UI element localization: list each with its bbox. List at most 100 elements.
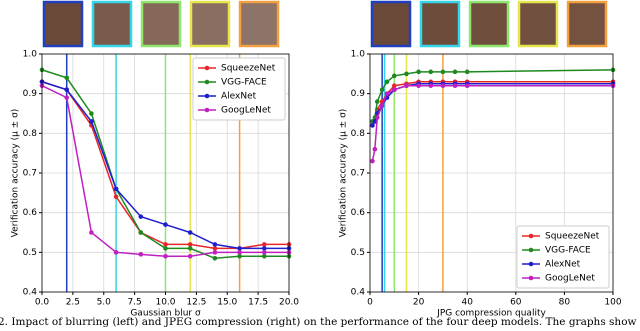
y-tick-label: 1.0 xyxy=(23,50,38,60)
data-point xyxy=(428,83,434,89)
data-point xyxy=(212,255,218,261)
data-point xyxy=(416,69,421,75)
data-point xyxy=(404,83,409,89)
plot-frame xyxy=(369,53,614,293)
data-point xyxy=(262,253,267,259)
x-tick-label: 100 xyxy=(604,298,621,308)
x-tick-label: 17.5 xyxy=(248,298,268,308)
data-point xyxy=(163,253,168,259)
legend-marker xyxy=(204,107,210,113)
thumbnail xyxy=(91,0,133,48)
y-axis-label: Verification accuracy (μ ± σ) xyxy=(339,109,349,238)
data-point xyxy=(392,73,397,79)
x-tick-label: 80 xyxy=(559,298,571,308)
data-point xyxy=(163,246,168,251)
legend: SqueezeNet VGG-FACE AlexNet GoogLeNet xyxy=(516,225,610,289)
data-point xyxy=(187,242,193,247)
y-tick-label: 0.6 xyxy=(351,208,366,218)
data-point xyxy=(138,214,144,219)
data-point xyxy=(187,230,193,235)
legend-marker xyxy=(204,93,210,99)
chart: 0.4 0.5 0.6 0.7 0.8 0.9 1.0 0 20 40 60 80 100 JPG com… xyxy=(339,50,622,319)
thumbnail xyxy=(238,0,280,48)
data-point xyxy=(416,83,421,89)
legend-label: GoogLeNet xyxy=(221,106,271,116)
plot-frame xyxy=(41,53,290,293)
y-tick-label: 0.4 xyxy=(23,288,38,298)
data-point xyxy=(237,253,242,259)
data-point xyxy=(237,246,242,251)
data-point xyxy=(262,250,267,255)
data-point xyxy=(187,246,193,251)
data-point xyxy=(64,75,69,81)
data-point xyxy=(138,252,144,257)
data-point xyxy=(404,71,409,77)
series-line xyxy=(371,81,613,126)
data-point xyxy=(89,230,94,235)
y-tick-label: 0.8 xyxy=(351,129,366,139)
data-point xyxy=(392,87,397,92)
y-tick-label: 0.5 xyxy=(23,248,37,258)
x-tick-label: 10.0 xyxy=(155,298,175,308)
data-point xyxy=(163,222,168,227)
data-point xyxy=(89,111,94,116)
legend: SqueezeNet VGG-FACE AlexNet GoogLeNet xyxy=(192,57,286,121)
legend-marker xyxy=(204,79,210,85)
data-point xyxy=(113,194,119,200)
legend-marker xyxy=(528,275,534,281)
legend-marker xyxy=(528,233,534,239)
data-point xyxy=(440,69,446,75)
thumbnail xyxy=(566,0,608,48)
data-point xyxy=(379,87,385,92)
data-point xyxy=(64,87,69,92)
x-tick-label: 2.5 xyxy=(66,298,80,308)
legend-label: AlexNet xyxy=(545,260,581,270)
thumbnail xyxy=(419,0,461,48)
y-tick-label: 0.9 xyxy=(23,89,38,99)
x-tick-label: 7.5 xyxy=(127,298,141,308)
x-axis-label: Gaussian blur σ xyxy=(130,309,201,319)
data-point xyxy=(384,79,390,85)
y-tick-label: 0.6 xyxy=(23,208,38,218)
x-tick-label: 12.5 xyxy=(186,298,206,308)
x-tick-label: 20 xyxy=(413,298,425,308)
x-axis-label: JPG compression quality xyxy=(436,309,546,319)
data-point xyxy=(187,253,193,259)
x-tick-label: 60 xyxy=(510,298,522,308)
data-point xyxy=(64,95,69,100)
data-point xyxy=(113,186,119,192)
y-tick-label: 0.9 xyxy=(351,89,366,99)
legend-label: GoogLeNet xyxy=(545,274,595,284)
thumbnail xyxy=(42,0,84,48)
y-tick-label: 0.5 xyxy=(351,248,365,258)
legend-marker xyxy=(204,65,210,71)
data-point xyxy=(138,230,144,235)
data-point xyxy=(89,119,94,124)
x-tick-label: 20.0 xyxy=(279,298,299,308)
data-point xyxy=(464,69,470,75)
data-point xyxy=(163,242,168,247)
legend-label: SqueezeNet xyxy=(545,232,600,242)
data-point xyxy=(262,246,267,251)
data-point xyxy=(372,119,378,124)
data-point xyxy=(384,91,390,96)
data-point xyxy=(370,123,375,128)
series-line xyxy=(371,84,613,162)
data-point xyxy=(374,115,380,120)
thumbnail xyxy=(140,0,182,48)
x-tick-label: 40 xyxy=(461,298,473,308)
legend-marker xyxy=(528,247,534,253)
data-point xyxy=(212,246,218,251)
x-tick-label: 15.0 xyxy=(217,298,237,308)
data-point xyxy=(379,103,385,108)
y-axis-label: Verification accuracy (μ ± σ) xyxy=(11,109,21,238)
data-point xyxy=(113,250,119,255)
series-line xyxy=(371,69,614,122)
thumbnail xyxy=(370,0,412,48)
legend-label: SqueezeNet xyxy=(221,64,276,74)
y-tick-label: 0.7 xyxy=(23,169,37,179)
data-point xyxy=(372,146,378,152)
y-tick-label: 0.4 xyxy=(351,288,366,298)
thumbnails xyxy=(42,0,608,48)
